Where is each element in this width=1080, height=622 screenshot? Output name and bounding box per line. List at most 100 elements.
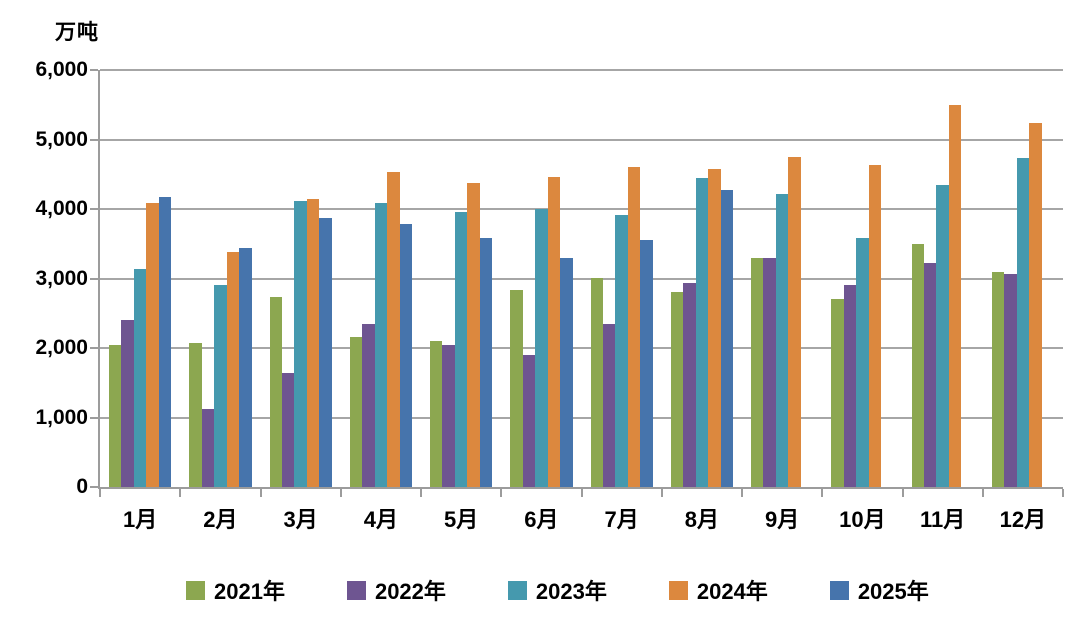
x-axis-tick [179, 489, 182, 497]
bar-2025年-4月 [399, 224, 413, 487]
x-axis-tick [1062, 489, 1064, 497]
x-axis-line [98, 487, 1063, 489]
bar-2023年-2月 [214, 284, 227, 487]
y-axis-label: 3,000 [35, 266, 88, 290]
bar-2022年-8月 [683, 282, 696, 487]
legend-label: 2021年 [214, 579, 285, 604]
legend-swatch-icon [186, 580, 205, 600]
x-axis-label-8月: 8月 [684, 507, 719, 532]
x-axis-tick [981, 489, 984, 497]
bar-group-6月 [501, 70, 581, 487]
bar-2022年-6月 [522, 354, 536, 487]
y-axis-tick [90, 69, 98, 71]
bar-2023年-8月 [695, 178, 709, 487]
legend-item-2022年: 2022年 [346, 574, 446, 606]
bar-2021年-5月 [430, 341, 443, 487]
x-axis-tick [99, 489, 101, 497]
y-axis-label: 4,000 [35, 197, 88, 220]
bar-2023年-10月 [856, 237, 869, 487]
bar-2025年-6月 [560, 257, 573, 487]
legend-swatch-icon [668, 580, 688, 600]
bar-2025年-3月 [319, 218, 332, 487]
gridline-2000 [100, 347, 1063, 349]
x-axis-label-2月: 2月 [203, 507, 238, 532]
gridline-4000 [100, 208, 1063, 210]
legend-label: 2023年 [535, 579, 607, 604]
y-axis-unit-label: 万吨 [55, 21, 99, 44]
x-axis-tick [901, 489, 904, 497]
bar-2024年-10月 [868, 165, 882, 487]
bar-2023年-11月 [936, 185, 949, 487]
x-axis-label-4月: 4月 [363, 507, 398, 532]
bar-2025年-2月 [239, 247, 252, 487]
x-axis-tick [741, 489, 743, 497]
legend-item-2021年: 2021年 [186, 574, 285, 606]
bar-2024年-6月 [547, 177, 561, 487]
bar-group-10月 [822, 70, 902, 487]
bar-2022年-1月 [121, 320, 134, 487]
y-axis-tick [90, 486, 98, 488]
bar-group-1月 [100, 70, 180, 487]
bar-group-7月 [582, 70, 662, 487]
y-axis-tick [90, 138, 98, 141]
legend-label: 2024年 [696, 579, 768, 604]
x-axis-tick [259, 489, 262, 497]
x-axis-label-7月: 7月 [604, 507, 639, 532]
bar-2025年-5月 [479, 237, 493, 487]
bar-group-3月 [261, 70, 341, 487]
bar-2022年-5月 [442, 344, 455, 487]
legend-item-2023年: 2023年 [507, 574, 607, 606]
y-axis-label: 5,000 [35, 127, 88, 151]
bar-2022年-12月 [1004, 273, 1017, 487]
y-axis-tick [90, 347, 98, 349]
bar-2022年-7月 [602, 323, 616, 487]
bar-2021年-1月 [109, 344, 122, 487]
legend-swatch-icon [829, 580, 849, 600]
bar-2021年-4月 [349, 336, 363, 487]
bar-2023年-6月 [535, 209, 548, 487]
bar-2021年-6月 [510, 289, 523, 487]
bar-2024年-5月 [467, 182, 480, 487]
bar-2022年-10月 [843, 284, 857, 487]
bar-2025年-7月 [640, 239, 653, 487]
bar-2024年-11月 [948, 104, 962, 487]
bar-2023年-7月 [615, 214, 628, 487]
bar-2021年-11月 [911, 243, 924, 487]
legend-label: 2022年 [374, 579, 446, 604]
bar-group-5月 [421, 70, 501, 487]
bar-group-8月 [662, 70, 742, 487]
bar-group-4月 [341, 70, 421, 487]
legend-item-2025年: 2025年 [829, 574, 929, 606]
y-axis-line [98, 70, 100, 487]
plot-area [90, 69, 1064, 497]
x-axis-tick [339, 489, 342, 497]
bar-2021年-12月 [991, 272, 1005, 487]
bar-2021年-10月 [831, 299, 844, 487]
gridline-5000 [100, 138, 1063, 141]
bar-2022年-2月 [201, 409, 215, 487]
bar-2021年-7月 [590, 277, 603, 487]
x-axis-tick [660, 489, 663, 497]
legend: 2021年 2022年 2023年 2024年 2025年 [186, 574, 929, 606]
x-axis-tick [821, 489, 824, 497]
x-axis-label-1月: 1月 [123, 507, 158, 532]
y-axis-label: 6,000 [35, 58, 88, 81]
bar-2025年-1月 [158, 197, 172, 487]
bar-2024年-1月 [146, 203, 159, 487]
bar-2024年-8月 [708, 168, 721, 487]
bar-2022年-3月 [281, 373, 295, 487]
bar-2023年-9月 [775, 194, 789, 487]
legend-swatch-icon [507, 580, 527, 600]
bar-2023年-5月 [454, 212, 468, 487]
x-axis-label-11月: 11月 [919, 507, 966, 532]
gridline-6000 [100, 69, 1063, 71]
x-axis-tick [500, 489, 503, 497]
bar-group-12月 [983, 70, 1063, 487]
y-axis-tick [90, 416, 98, 419]
legend-item-2024年: 2024年 [668, 574, 768, 606]
x-axis-label-3月: 3月 [283, 507, 318, 532]
bar-group-2月 [180, 70, 260, 487]
x-axis-label-12月: 12月 [999, 507, 1047, 532]
x-axis-label-10月: 10月 [839, 507, 886, 532]
